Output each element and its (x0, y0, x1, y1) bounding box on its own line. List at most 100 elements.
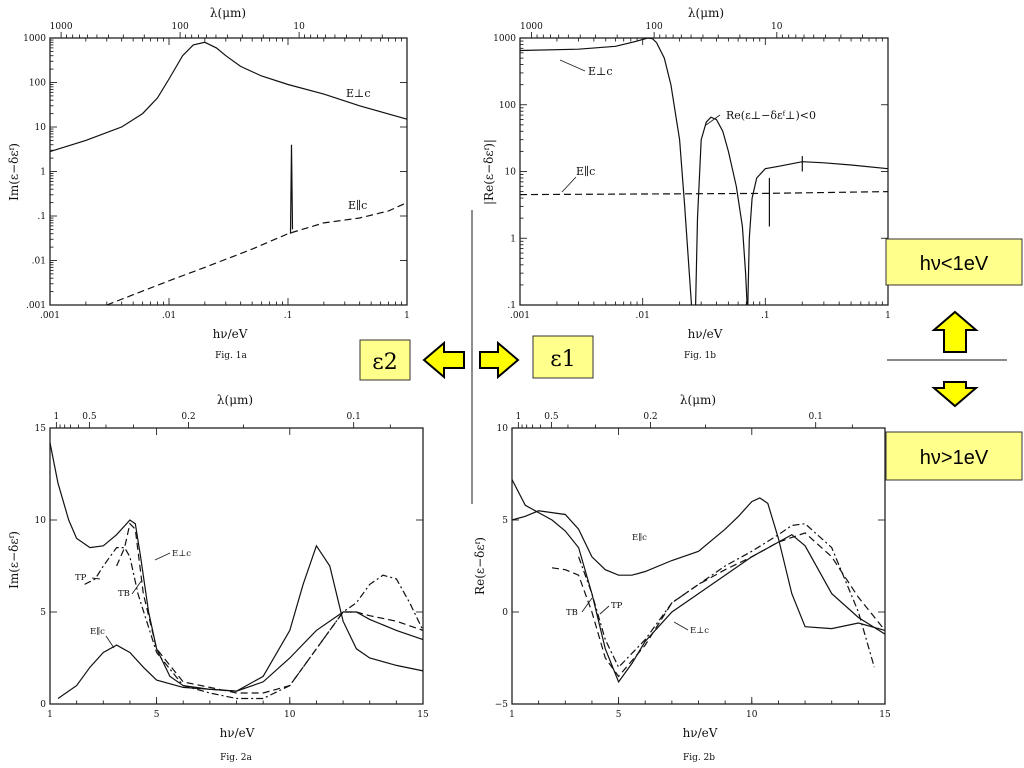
fig1a-ticks: .001 .01 .1 1 .001 .01 .1 1 10 100 1000 1000 100 10 (23, 22, 410, 321)
fig1b-top-tick-label: 1000 (520, 22, 543, 32)
fig1b-series-e-c (519, 37, 693, 306)
high-energy-label: hν>1eV (920, 447, 989, 469)
fig1a-y-tick-label: 1 (40, 168, 46, 178)
fig1a-y-tick-label: .1 (37, 212, 46, 222)
fig2b-x-tick-label: 1 (509, 710, 515, 720)
fig1a-series-e-c-spike (289, 144, 294, 234)
fig2b-top-tick-label: 1 (516, 412, 522, 422)
fig2a-top-axis-label: λ(μm) (217, 393, 253, 407)
fig2b-top-tick-label: 0.1 (809, 412, 823, 422)
fig2b-y-tick-label: 10 (497, 424, 509, 434)
fig2b-y-axis-label: Re(ε−δεᶠ) (473, 537, 487, 595)
fig2b-pointer-tb (581, 597, 593, 613)
fig1a-x-tick-label: .01 (162, 311, 176, 321)
fig2b-y-tick-label: 5 (502, 516, 508, 526)
fig1a-series (49, 41, 408, 306)
fig2b-x-tick-label: 10 (746, 710, 758, 720)
fig1a-y-axis-label: Im(ε−δεᶠ) (7, 143, 21, 201)
fig2b-caption: Fig. 2b (683, 753, 715, 763)
fig2b-label-epar: E∥c (632, 532, 647, 543)
fig1b-y-tick-label: 1000 (493, 34, 516, 44)
fig1a-y-tick-label: .001 (26, 301, 46, 311)
fig1b-series-e-c-high (747, 161, 889, 306)
arrow-right-icon (479, 340, 520, 380)
fig2a-x-axis-label: hν/eV (220, 726, 255, 740)
fig1a-chart: .001 .01 .1 1 .001 .01 .1 1 10 100 1000 1000 100 10 λ… (7, 6, 410, 361)
fig2b-y-tick-label: −5 (495, 700, 509, 710)
fig2a-label-eperp: E⊥c (172, 549, 191, 559)
fig2a-series-e-c (57, 544, 424, 699)
fig1a-top-tick-label: 1000 (50, 22, 73, 32)
fig2b-top-tick-label: 0.5 (544, 412, 559, 422)
fig2b-top-tick-label: 0.2 (643, 412, 657, 422)
fig2a-label-epar: E∥c (90, 626, 105, 637)
fig2a-top-tick-label: 0.2 (181, 412, 195, 422)
arrow-up-icon (931, 310, 979, 353)
fig2a-top-tick-label: 0.5 (82, 412, 97, 422)
fig2a-series (49, 442, 424, 700)
fig1a-top-axis-label: λ(μm) (210, 6, 246, 20)
fig1a-label-eperp: E⊥c (346, 87, 371, 100)
fig2a-series-tb (116, 522, 424, 694)
eps1-label: ε1 (550, 347, 575, 372)
fig2b-pointer-eperp (673, 621, 689, 631)
fig2b-label-eperp: E⊥c (690, 626, 709, 636)
fig1b-label-eperp: E⊥c (588, 65, 613, 78)
fig1a-x-tick-label: 1 (404, 311, 410, 321)
fig1b-x-tick-label: .001 (510, 311, 530, 321)
eps2-callout: ε2 (359, 339, 411, 381)
fig2b-top-axis-label: λ(μm) (680, 393, 716, 407)
eps2-box (359, 339, 411, 381)
fig2b-label-tb: TB (566, 608, 578, 618)
fig1b-series-e-c (519, 191, 889, 196)
fig1b-y-tick-label: 10 (505, 168, 517, 178)
fig1b-x-tick-label: 1 (885, 311, 891, 321)
fig1a-label-epar: E∥c (348, 199, 367, 212)
fig2a-pointer-epar (105, 635, 115, 649)
fig2b-pointer-tp (599, 605, 610, 615)
fig2a-x-tick-label: 5 (154, 710, 160, 720)
fig2a-y-tick-label: 10 (35, 516, 47, 526)
fig1a-x-axis-label: hν/eV (213, 327, 248, 341)
fig2b-series-e-c (511, 497, 886, 631)
fig1a-y-tick-label: 100 (29, 79, 46, 89)
fig1a-y-tick-label: 1000 (23, 34, 46, 44)
fig1b-label-epar: E∥c (576, 165, 595, 178)
low-energy-box (885, 238, 1023, 286)
fig1b-y-tick-label: 100 (499, 101, 516, 111)
fig2a-pointer-tp (91, 577, 101, 580)
fig1b-ticks: .001 .01 .1 1 .1 1 10 100 1000 1000 100 10 (493, 22, 891, 321)
eps2-label: ε2 (372, 350, 397, 375)
fig2b-x-tick-label: 15 (879, 710, 891, 720)
fig2b-series-e-c (511, 479, 886, 684)
fig1a-y-tick-label: .01 (32, 257, 46, 267)
fig2a-label-tb: TB (118, 589, 130, 599)
fig1b-y-axis-label: |Re(ε−δεᶠ)| (482, 139, 496, 205)
fig2a-top-tick-label: 0.1 (347, 412, 361, 422)
arrow-left-icon (422, 340, 465, 380)
fig2a-x-tick-label: 15 (417, 710, 429, 720)
fig1b-series-e-c-negative (695, 116, 748, 306)
arrow-down-icon (931, 381, 979, 408)
fig1b-top-tick-label: 10 (771, 22, 783, 32)
fig2b-label-tp: TP (611, 601, 623, 611)
high-energy-callout: hν>1eV (885, 431, 1023, 481)
fig1b-pointer-epar (561, 176, 577, 193)
fig1a-x-tick-label: .001 (40, 311, 60, 321)
fig1b-top-tick-label: 100 (646, 22, 663, 32)
fig1a-caption: Fig. 1a (215, 351, 247, 361)
fig2a-pointer-tb (131, 579, 143, 595)
fig1a-x-tick-label: .1 (284, 311, 293, 321)
fig1a-series-e-c (106, 202, 408, 306)
fig2a-y-tick-label: 15 (35, 424, 47, 434)
high-energy-box (885, 431, 1023, 481)
low-energy-label: hν<1eV (920, 253, 989, 275)
fig1b-chart: .001 .01 .1 1 .1 1 10 100 1000 1000 100 10 λ(μm) hν… (482, 6, 891, 361)
fig1a-plot-frame (49, 37, 408, 306)
fig2b-x-axis-label: hν/eV (683, 726, 718, 740)
fig1b-y-tick-label: .1 (507, 301, 516, 311)
fig2a-series-tp (84, 546, 424, 700)
